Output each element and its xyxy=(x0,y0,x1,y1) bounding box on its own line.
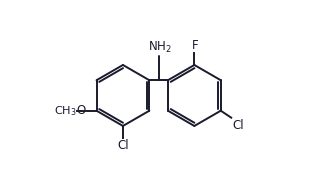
Text: CH$_3$: CH$_3$ xyxy=(54,104,77,118)
Text: Cl: Cl xyxy=(232,119,244,132)
Text: O: O xyxy=(77,104,86,117)
Text: F: F xyxy=(192,39,199,52)
Text: NH$_2$: NH$_2$ xyxy=(148,40,171,55)
Text: Cl: Cl xyxy=(117,139,129,152)
